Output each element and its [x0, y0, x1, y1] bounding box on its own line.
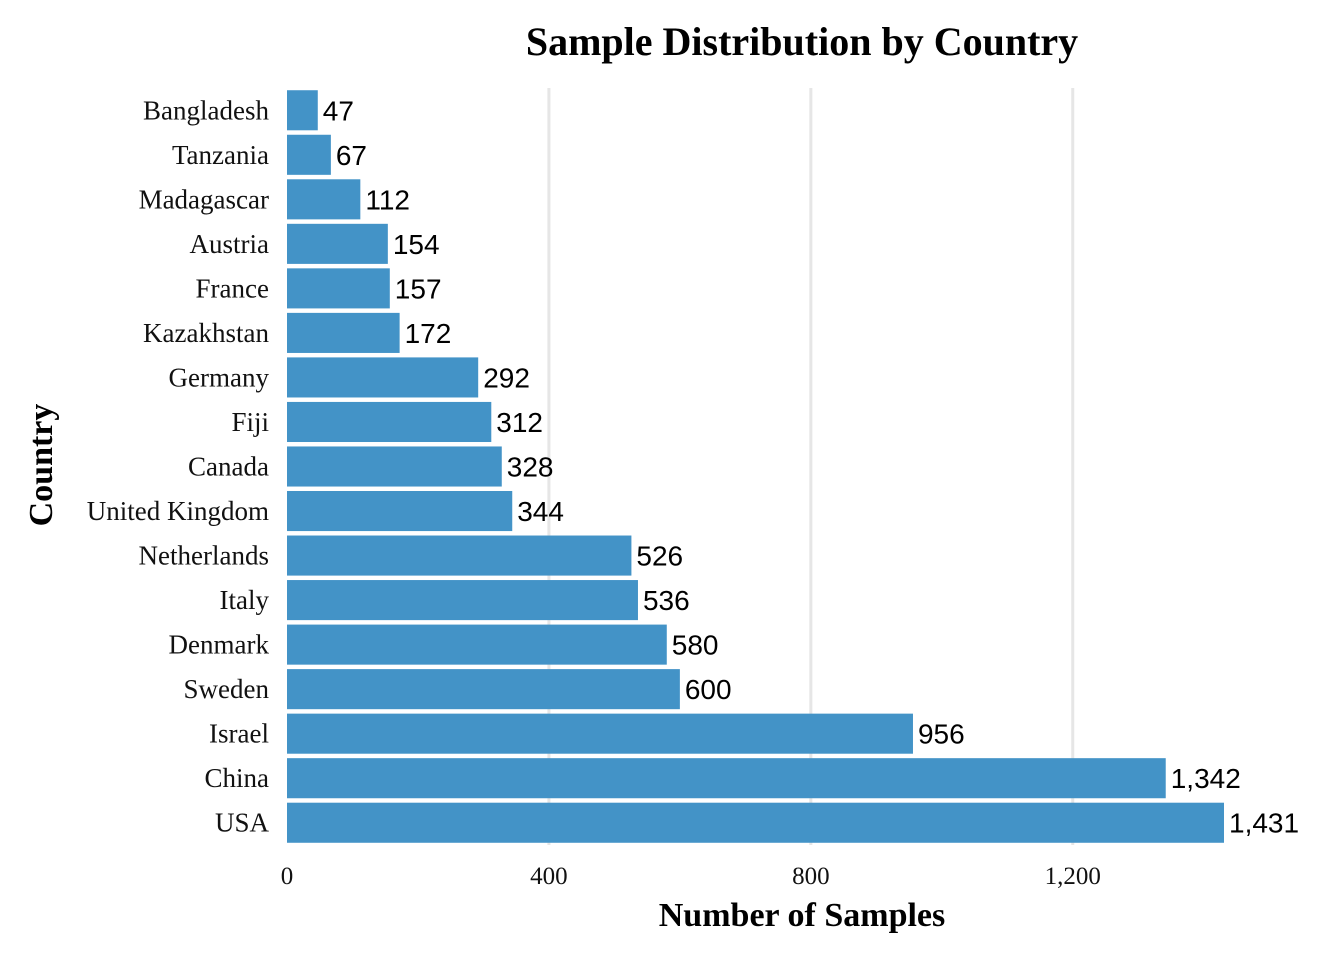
category-label: Sweden	[184, 674, 270, 704]
bar-israel	[287, 713, 913, 754]
bar-austria	[287, 223, 388, 264]
category-label: United Kingdom	[87, 496, 269, 526]
x-tick-label: 0	[281, 863, 294, 890]
bar-fiji	[287, 401, 492, 443]
x-tick-label: 400	[530, 863, 568, 890]
data-label: 1,431	[1229, 808, 1299, 839]
bar-germany	[287, 357, 479, 398]
category-label: Netherlands	[139, 541, 269, 571]
category-label: Bangladesh	[143, 95, 269, 125]
category-label: Canada	[188, 452, 269, 482]
bar-france	[287, 268, 390, 309]
bar-netherlands	[287, 535, 632, 576]
bar-china	[287, 758, 1166, 799]
data-label: 536	[643, 585, 690, 616]
bar-tanzania	[287, 134, 331, 175]
x-tick-label: 1,200	[1045, 863, 1101, 890]
bar-usa	[287, 802, 1224, 843]
category-label: China	[205, 763, 270, 793]
category-label: Italy	[220, 585, 270, 615]
y-axis-title: Country	[23, 404, 60, 527]
bar-united-kingdom	[287, 490, 513, 532]
x-axis-tick-labels: 0 400 800 1,200	[281, 863, 1101, 890]
bar-italy	[287, 580, 638, 621]
bar-madagascar	[287, 179, 361, 220]
category-label: Fiji	[231, 407, 269, 437]
data-label: 67	[336, 140, 367, 171]
bar-bangladesh	[287, 90, 318, 131]
data-label: 312	[496, 407, 543, 438]
bar-sweden	[287, 669, 680, 710]
value-labels: 47 67 112 154 157 172 292 312 328 344 526 536 580 600…	[323, 95, 1299, 838]
bars	[287, 90, 1224, 843]
data-label: 526	[636, 541, 683, 572]
bar-denmark	[287, 624, 667, 665]
data-label: 328	[507, 452, 554, 483]
bar-canada	[287, 446, 502, 487]
data-label: 580	[672, 630, 719, 661]
data-label: 292	[483, 362, 530, 393]
category-label: Israel	[209, 719, 269, 749]
data-label: 157	[395, 273, 442, 304]
data-label: 344	[517, 496, 564, 527]
data-label: 956	[918, 719, 965, 750]
category-label: Madagascar	[139, 184, 269, 214]
data-label: 172	[405, 318, 452, 349]
category-label: Tanzania	[172, 140, 269, 170]
data-label: 1,342	[1171, 763, 1241, 794]
data-label: 600	[685, 674, 732, 705]
data-label: 112	[365, 184, 410, 215]
x-tick-label: 800	[792, 863, 830, 890]
data-label: 154	[393, 229, 440, 260]
category-label: Kazakhstan	[143, 318, 269, 348]
category-label: Germany	[169, 362, 270, 392]
category-label: USA	[215, 808, 270, 838]
y-axis-category-labels: Bangladesh Tanzania Madagascar Austria Franc…	[87, 95, 270, 837]
bar-kazakhstan	[287, 312, 400, 353]
x-axis-title: Number of Samples	[659, 897, 946, 934]
category-label: Denmark	[169, 630, 270, 660]
data-label: 47	[323, 95, 354, 126]
chart-title: Sample Distribution by Country	[526, 19, 1078, 64]
category-label: Austria	[190, 229, 270, 259]
category-label: France	[196, 273, 269, 303]
